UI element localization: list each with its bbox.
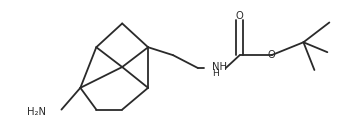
- Text: H₂N: H₂N: [26, 107, 46, 117]
- Text: H: H: [212, 69, 219, 78]
- Text: O: O: [236, 10, 244, 21]
- Text: NH: NH: [212, 62, 227, 72]
- Text: O: O: [268, 50, 275, 60]
